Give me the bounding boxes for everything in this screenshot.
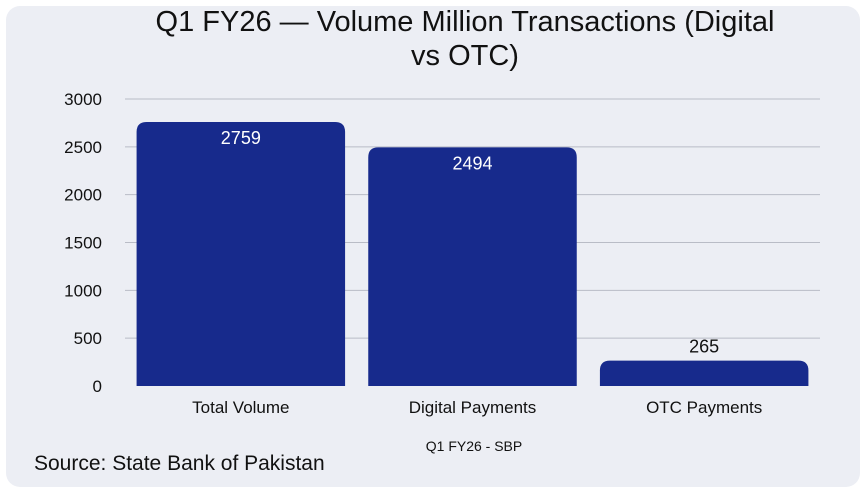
x-tick-label: Digital Payments [409,398,537,417]
x-tick-label: OTC Payments [646,398,762,417]
bar [368,147,577,386]
bar [136,122,346,386]
chart-title-line-1: Q1 FY26 — Volume Million Transactions (D… [156,6,775,38]
y-tick-label: 500 [74,329,102,348]
source-note: Source: State Bank of Pakistan [34,452,325,475]
data-label: 2759 [221,128,261,148]
y-tick-label: 1000 [64,281,102,300]
y-tick-label: 0 [93,377,102,396]
y-tick-label: 2000 [64,186,102,205]
chart-title-line-2: vs OTC) [411,40,519,72]
x-tick-label: Total Volume [192,398,289,417]
y-tick-label: 1500 [64,234,102,253]
y-tick-label: 2500 [64,138,102,157]
x-axis-label: Q1 FY26 - SBP [426,438,522,454]
data-label: 2494 [452,153,492,173]
y-tick-label: 3000 [64,90,102,109]
data-label: 265 [689,337,719,357]
bar [599,360,809,386]
